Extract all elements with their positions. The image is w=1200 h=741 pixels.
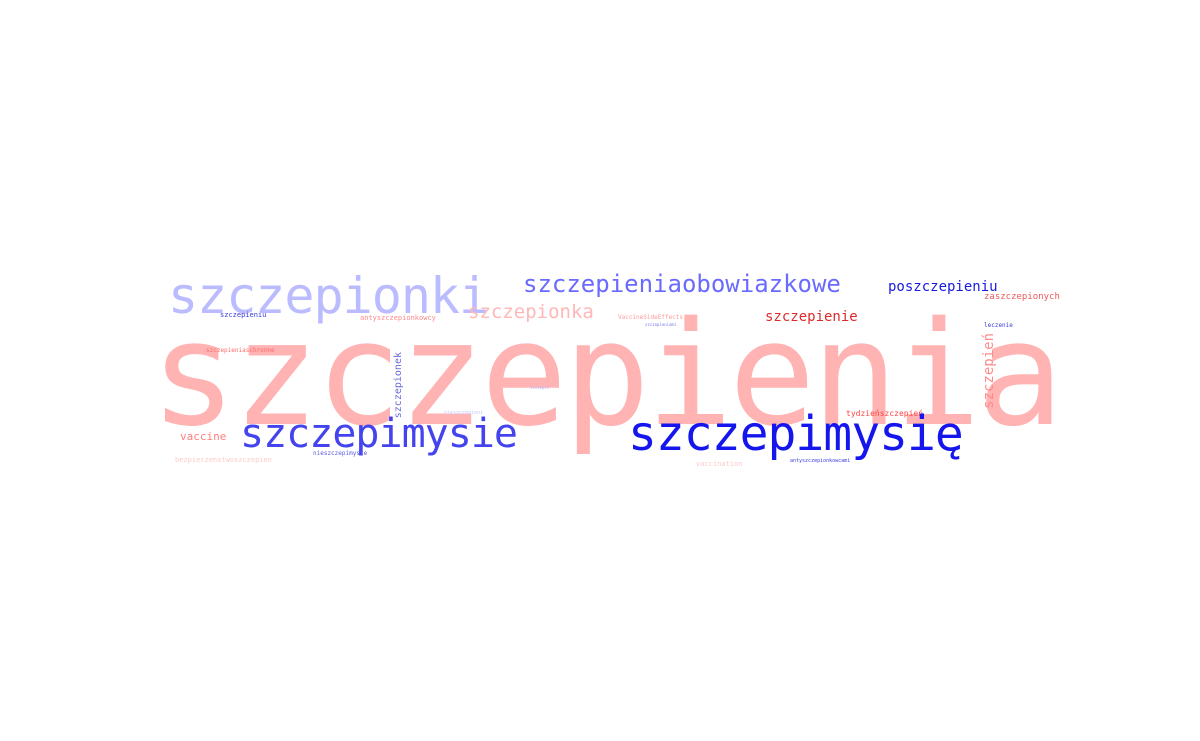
word-vaccine: vaccine [180,430,227,443]
word-nieszczepimysie: nieszczepimysie [313,450,368,457]
word-szczepien: szczepień [981,333,997,409]
word-antyszczepionkowcy: antyszczepionkowcy [360,314,436,322]
word-szczepieniami: szczepieniami [645,322,677,327]
word-szczepimysie: szczepimysie [240,411,518,457]
word-tydzienszczepien: tydzieńszczepień [846,409,924,418]
word-szczepienie: szczepienie [765,309,858,325]
word-szczepieniaobowiazkowe: szczepieniaobowiazkowe [523,270,841,298]
word-szczepionki: szczepionki [168,267,489,325]
word-szczepionka: szczepionka [468,301,594,323]
word-szczepienia: szczepienia [150,290,1064,458]
word-szczepieniu: szczepieniu [220,311,267,319]
word-poszczepieniu: poszczepieniu [888,279,998,295]
word-bezpieczenstwoszczepien: bezpieczenstwoszczepien [175,456,272,464]
word-vaccination: vaccination [696,460,743,468]
word-szczepimysie-accent: szczepimysię [628,406,964,462]
word-VaccineSideEffects: VaccineSideEffects [618,314,684,321]
word-zaszczepionych: zaszczepionych [984,292,1060,302]
word-szczepic: szczepić [530,385,550,390]
word-antyszczepionkowcami: antyszczepionkowcami [790,458,851,464]
word-nieszczepieni: nieszczepieni [444,410,484,416]
word-szczepieniaschronne: szczepieniaschronne [206,347,275,354]
word-szczepionek: szczepionek [393,352,404,419]
word-leczenie: leczenie [984,322,1013,329]
